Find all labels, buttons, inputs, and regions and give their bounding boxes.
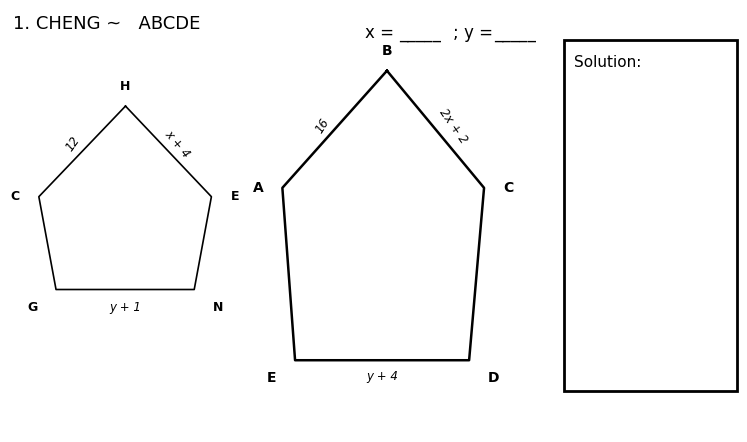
Bar xyxy=(564,40,737,391)
Text: N: N xyxy=(213,301,223,314)
Text: H: H xyxy=(120,80,131,93)
Text: D: D xyxy=(487,371,499,385)
Text: 2x + 2: 2x + 2 xyxy=(437,106,470,146)
Text: _____: _____ xyxy=(399,24,441,42)
Text: C: C xyxy=(503,181,513,195)
Text: 12: 12 xyxy=(63,134,83,153)
Text: E: E xyxy=(231,190,240,203)
Text: 16: 16 xyxy=(313,116,332,136)
Text: _____: _____ xyxy=(495,24,536,42)
Text: C: C xyxy=(10,190,19,203)
Text: A: A xyxy=(253,181,264,195)
Text: G: G xyxy=(27,301,37,314)
Text: E: E xyxy=(267,371,276,385)
Text: ; y =: ; y = xyxy=(453,24,494,42)
Text: Solution:: Solution: xyxy=(574,55,641,70)
Text: y + 4: y + 4 xyxy=(367,370,398,383)
Text: x + 4: x + 4 xyxy=(162,127,192,160)
Text: B: B xyxy=(382,44,392,58)
Text: x =: x = xyxy=(365,24,394,42)
Text: y + 1: y + 1 xyxy=(109,301,140,314)
Text: 1. CHENG ~   ABCDE: 1. CHENG ~ ABCDE xyxy=(13,15,201,34)
